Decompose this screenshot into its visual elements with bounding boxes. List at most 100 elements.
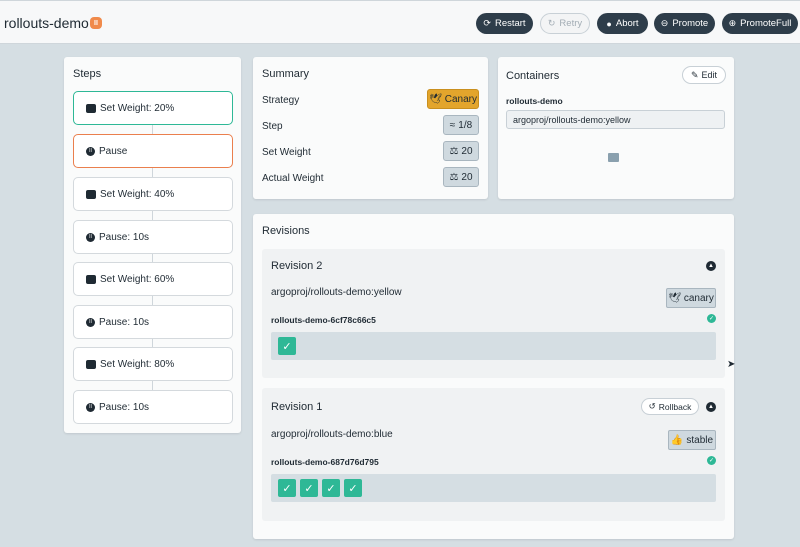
step-label: Set Weight: 80%	[100, 358, 175, 370]
canary-tag: 🕊 canary	[666, 288, 716, 308]
retry-label: Retry	[559, 18, 583, 29]
step-badge: ≈ 1/8	[443, 115, 479, 135]
step-pause[interactable]: II Pause	[73, 134, 233, 168]
step-pause-10s[interactable]: II Pause: 10s	[73, 220, 233, 254]
promote-full-label: PromoteFull	[740, 18, 792, 29]
shoe-icon: ≈	[449, 119, 456, 131]
abort-button[interactable]: ● Abort	[597, 13, 648, 34]
bird-icon: 🕊	[668, 292, 681, 304]
pencil-icon: ✎	[690, 69, 699, 80]
revision-title: Revision 1	[271, 401, 323, 413]
revisions-panel: Revisions Revision 2 ▲ argoproj/rollouts…	[253, 214, 734, 539]
replicaset-name: rollouts-demo-687d76d795	[271, 457, 379, 467]
undo-icon: ↺	[648, 401, 656, 411]
step-label: Set Weight: 60%	[100, 273, 175, 285]
containers-panel: Containers ✎ Edit rollouts-demo argoproj…	[498, 57, 734, 199]
mouse-cursor-icon: ➤	[727, 359, 736, 370]
step-label: Pause	[99, 145, 128, 157]
step-label: Pause: 10s	[99, 316, 150, 328]
pause-icon: II	[86, 232, 95, 242]
step-label: Pause: 10s	[99, 401, 150, 413]
step-connector	[152, 125, 153, 135]
pause-icon: II	[86, 402, 95, 412]
steps-panel: Steps Set Weight: 20% II Pause Set Weigh…	[64, 57, 241, 433]
step-set-weight-20[interactable]: Set Weight: 20%	[73, 91, 233, 125]
revision-card: Revision 1 ↺ Rollback ▲ argoproj/rollout…	[262, 388, 725, 521]
summary-set-weight-label: Set Weight	[262, 147, 311, 158]
step-connector	[152, 168, 153, 178]
edit-label: Edit	[701, 70, 718, 80]
rollback-label: Rollback	[658, 401, 692, 412]
weight-icon	[86, 103, 96, 113]
pod-healthy[interactable]: ✓	[344, 479, 362, 497]
scale-icon: ⚖	[449, 145, 459, 157]
revisions-title: Revisions	[262, 225, 310, 237]
summary-step-label: Step	[262, 121, 283, 132]
thumbs-up-icon: 👍	[670, 434, 684, 446]
arrow-up-circle-icon: ⊖	[660, 18, 669, 28]
step-label: Set Weight: 20%	[100, 102, 175, 114]
pod-healthy[interactable]: ✓	[278, 337, 296, 355]
edit-button[interactable]: ✎ Edit	[682, 66, 726, 84]
promote-label: Promote	[672, 18, 709, 29]
retry-button[interactable]: ↻ Retry	[540, 13, 590, 34]
step-set-weight-60[interactable]: Set Weight: 60%	[73, 262, 233, 296]
refresh-icon: ⟳	[483, 18, 491, 28]
revision-image: argoproj/rollouts-demo:yellow	[271, 287, 402, 298]
restart-label: Restart	[494, 18, 526, 29]
step-label: Set Weight: 40%	[100, 188, 175, 200]
step-connector	[152, 211, 153, 221]
revision-card: Revision 2 ▲ argoproj/rollouts-demo:yell…	[262, 249, 725, 378]
pod-healthy[interactable]: ✓	[322, 479, 340, 497]
step-connector	[152, 338, 153, 348]
chevron-up-icon[interactable]: ▲	[706, 261, 716, 271]
rollback-button[interactable]: ↺ Rollback	[641, 398, 699, 415]
cubes-icon	[608, 153, 619, 162]
step-pause-10s[interactable]: II Pause: 10s	[73, 390, 233, 424]
step-set-weight-40[interactable]: Set Weight: 40%	[73, 177, 233, 211]
revision-title: Revision 2	[271, 260, 323, 272]
summary-title: Summary	[262, 68, 310, 80]
arrow-up-circle-icon: ⊕	[728, 18, 737, 28]
restart-button[interactable]: ⟳ Restart	[476, 13, 533, 34]
pause-icon: II	[90, 17, 102, 29]
step-pause-10s[interactable]: II Pause: 10s	[73, 305, 233, 339]
actual-weight-badge: ⚖ 20	[443, 167, 479, 187]
container-name: rollouts-demo	[506, 96, 563, 106]
step-label: Pause: 10s	[99, 231, 150, 243]
pod-healthy[interactable]: ✓	[300, 479, 318, 497]
exclamation-icon: ●	[606, 18, 612, 29]
set-weight-badge: ⚖ 20	[443, 141, 479, 161]
redo-icon: ↻	[547, 18, 556, 28]
step-connector	[152, 296, 153, 306]
summary-actual-weight-label: Actual Weight	[262, 173, 324, 184]
replicaset-name: rollouts-demo-6cf78c66c5	[271, 315, 376, 325]
weight-icon	[86, 189, 96, 199]
app-title: rollouts-demo	[4, 15, 89, 31]
weight-icon	[86, 274, 96, 284]
check-circle-icon: ✓	[707, 456, 716, 465]
chevron-up-icon[interactable]: ▲	[706, 402, 716, 412]
pod-healthy[interactable]: ✓	[278, 479, 296, 497]
promote-full-button[interactable]: ⊕ PromoteFull	[722, 13, 798, 34]
top-bar: rollouts-demo II ⟳ Restart ↻ Retry ● Abo…	[0, 0, 800, 44]
summary-strategy-label: Strategy	[262, 95, 300, 106]
step-connector	[152, 381, 153, 391]
strategy-badge: 🕊 Canary	[427, 89, 479, 109]
containers-title: Containers	[506, 70, 560, 82]
step-set-weight-80[interactable]: Set Weight: 80%	[73, 347, 233, 381]
promote-button[interactable]: ⊖ Promote	[654, 13, 715, 34]
stable-tag: 👍 stable	[668, 430, 716, 450]
container-image-field[interactable]: argoproj/rollouts-demo:yellow	[506, 110, 725, 129]
steps-title: Steps	[73, 68, 102, 80]
scale-icon: ⚖	[449, 171, 459, 183]
pods-bar: ✓	[271, 332, 716, 360]
bird-icon: 🕊	[429, 93, 442, 105]
pods-bar: ✓ ✓ ✓ ✓	[271, 474, 716, 502]
abort-label: Abort	[615, 18, 639, 29]
pause-icon: II	[86, 146, 95, 156]
revision-image: argoproj/rollouts-demo:blue	[271, 429, 393, 440]
pause-icon: II	[86, 317, 95, 327]
check-circle-icon: ✓	[707, 314, 716, 323]
step-connector	[152, 253, 153, 263]
